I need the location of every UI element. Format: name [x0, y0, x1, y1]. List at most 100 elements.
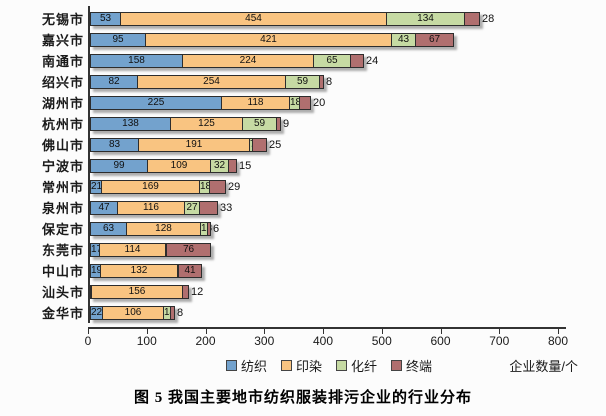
stacked-bar: 19 132 41 — [90, 263, 202, 278]
bar-segment: 99 — [90, 158, 148, 173]
segment-value-label: 191 — [185, 138, 203, 150]
category-label: 无锡市 — [41, 12, 84, 27]
segment-value-label: 18 — [290, 96, 302, 108]
legend-swatch-icon — [336, 360, 348, 371]
bar-segment: 53 — [90, 11, 121, 26]
bar-end-value-label: 12 — [191, 285, 204, 298]
bar-end-value-label: 28 — [482, 12, 495, 25]
figure-caption: 图 5 我国主要地市纺织服装排污企业的行业分布 — [133, 390, 472, 406]
bar-row: 无锡市 53 454 134 28 — [42, 8, 590, 29]
segment-value-label: 18 — [200, 180, 212, 192]
bar-segment: 118 — [221, 95, 290, 110]
category-label: 东莞市 — [41, 243, 84, 258]
bar-segment — [170, 305, 175, 320]
bar-segment: 132 — [100, 263, 178, 278]
segment-value-label: 128 — [155, 222, 172, 234]
segment-value-label: 41 — [184, 264, 196, 276]
stacked-bar: 2210614 — [90, 305, 175, 320]
bar-end-value-label: 8 — [177, 306, 184, 319]
bar-segment: 95 — [90, 32, 146, 47]
category-label: 佛山市 — [41, 138, 84, 153]
segment-value-label: 27 — [186, 201, 198, 213]
segment-value-label: 454 — [245, 12, 262, 24]
bar-end-value-label: 24 — [366, 54, 379, 67]
bar-segment: 225 — [90, 95, 222, 110]
bar-end-value-label: 20 — [313, 96, 326, 109]
bar-segment — [464, 11, 480, 26]
bar-segment: 41 — [178, 263, 202, 278]
bar-row: 常州市 21 169 18 29 — [42, 176, 590, 197]
bar-end-value-label: 25 — [269, 138, 282, 151]
bar-row: 泉州市 47 116 27 33 — [42, 197, 590, 218]
bar-segment — [209, 179, 226, 194]
bar-row: 保定市63128136 — [42, 218, 590, 239]
bar-segment: 67 — [415, 32, 454, 47]
bar-segment: 63 — [90, 221, 127, 236]
bar-segment: 116 — [117, 200, 185, 215]
x-tick — [146, 329, 148, 334]
bar-segment — [350, 53, 364, 68]
x-tick-label: 400 — [312, 334, 334, 348]
category-label: 宁波市 — [41, 159, 84, 174]
category-label: 汕头市 — [41, 285, 84, 300]
segment-value-label: 59 — [296, 75, 309, 87]
stacked-bar: 53 454 134 — [90, 11, 480, 26]
bar-segment: 421 — [145, 32, 392, 47]
stacked-bar: 158 224 65 — [90, 53, 364, 68]
bar-segment: 224 — [182, 53, 314, 68]
bar-segment: 59 — [285, 74, 320, 89]
bar-segment: 138 — [90, 116, 171, 131]
bar-segment: 128 — [126, 221, 201, 236]
bar-segment: 82 — [90, 74, 138, 89]
x-tick — [499, 329, 501, 334]
segment-value-label: 76 — [182, 243, 195, 255]
segment-value-label: 118 — [247, 96, 264, 108]
legend-label: 终端 — [406, 359, 433, 374]
bar-row: 东莞市 17 114 76 — [42, 239, 590, 260]
segment-value-label: 134 — [417, 12, 434, 24]
bar-segment — [207, 221, 211, 236]
x-tick-label: 100 — [136, 334, 157, 348]
bar-end-value-label: 8 — [326, 75, 333, 88]
legend-swatch-icon — [226, 360, 237, 371]
segment-value-label: 109 — [170, 159, 188, 171]
bar-segment — [182, 284, 189, 299]
x-axis — [88, 327, 566, 335]
bar-segment: 156 — [91, 284, 183, 299]
segment-value-label: 138 — [122, 117, 139, 129]
bar-end-value-label: 6 — [213, 222, 220, 235]
segment-value-label: 22 — [91, 306, 103, 318]
segment-value-label: 17 — [91, 243, 103, 255]
legend-label: 纺织 — [241, 359, 268, 374]
bar-row: 金华市22106148 — [42, 302, 590, 323]
legend-swatch-icon — [281, 360, 293, 371]
category-label: 中山市 — [41, 264, 84, 279]
bar-segment: 191 — [138, 137, 250, 152]
segment-value-label: 95 — [112, 33, 124, 45]
bar-segment: 169 — [101, 179, 200, 194]
bar-segment: 65 — [313, 53, 351, 68]
bar-segment: 106 — [102, 305, 164, 320]
bar-segment: 27 — [184, 200, 200, 215]
segment-value-label: 43 — [397, 33, 410, 45]
segment-value-label: 158 — [128, 54, 145, 66]
x-tick-label: 200 — [195, 334, 216, 348]
bar-segment: 59 — [242, 116, 277, 131]
bar-segment: 134 — [386, 11, 465, 26]
bar-end-value-label: 15 — [239, 159, 252, 172]
segment-value-label: 32 — [213, 159, 226, 171]
stacked-bar: 99 109 32 — [90, 158, 237, 173]
bar-segment: 109 — [147, 158, 211, 173]
bar-segment — [319, 74, 324, 89]
bar-row: 杭州市 138 125 59 9 — [42, 113, 590, 134]
x-tick — [558, 329, 559, 334]
segment-value-label: 106 — [124, 306, 142, 318]
bar-row: 绍兴市 82 254 59 8 — [42, 71, 590, 92]
stacked-bar: 225 118 18 — [90, 95, 311, 110]
x-tick — [88, 329, 89, 334]
x-tick-labels: 0 100 200 300 400 500 600 700 800 — [85, 334, 568, 348]
plot-rows: 无锡市 53 454 134 28 嘉兴市 95 421 43 67 南通市 158 224 65 24 绍兴… — [42, 6, 590, 323]
x-axis-title: 企业数量/个 — [509, 359, 578, 374]
segment-value-label: 63 — [102, 222, 115, 234]
legend-item: 终端 — [391, 356, 432, 375]
